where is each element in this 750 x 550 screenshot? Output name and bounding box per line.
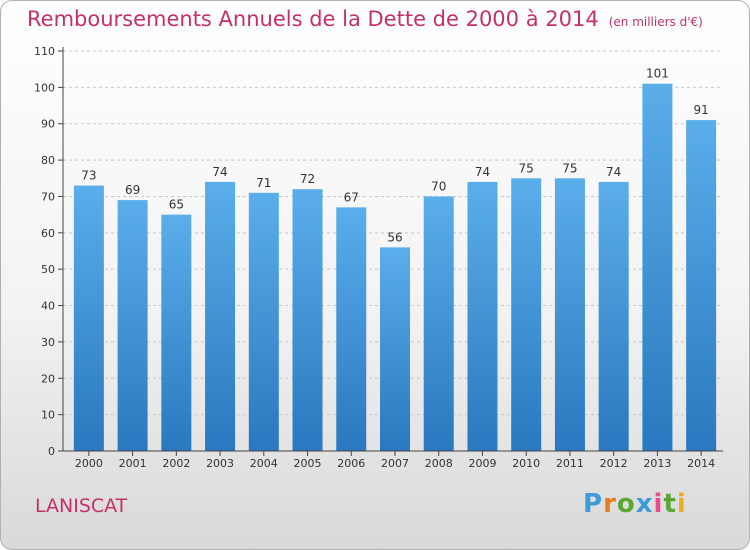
x-tick-label: 2007 xyxy=(381,457,409,470)
x-tick-label: 2001 xyxy=(119,457,147,470)
bar-value-label: 74 xyxy=(606,165,621,179)
logo-letter: r xyxy=(603,489,617,519)
y-tick-label: 90 xyxy=(41,118,55,131)
chart-title-text: Remboursements Annuels de la Dette de 20… xyxy=(27,7,599,31)
bar-value-label: 74 xyxy=(475,165,490,179)
logo-letter: t xyxy=(663,489,677,519)
bar-value-label: 101 xyxy=(646,67,669,81)
bar-value-label: 69 xyxy=(125,183,140,197)
bar-value-label: 65 xyxy=(169,198,184,212)
bar-value-label: 75 xyxy=(562,161,577,175)
bar xyxy=(248,192,279,451)
x-tick-label: 2005 xyxy=(294,457,322,470)
bar-value-label: 74 xyxy=(212,165,227,179)
y-tick-label: 0 xyxy=(48,445,55,458)
logo-letter: x xyxy=(635,489,654,519)
x-tick-label: 2012 xyxy=(600,457,628,470)
bar-value-label: 67 xyxy=(344,190,359,204)
y-tick-label: 110 xyxy=(34,45,55,58)
y-tick-label: 10 xyxy=(41,409,55,422)
bar xyxy=(511,178,542,452)
bar-value-label: 72 xyxy=(300,172,315,186)
x-tick-label: 2004 xyxy=(250,457,278,470)
logo-letter: i xyxy=(676,489,687,519)
x-tick-label: 2010 xyxy=(512,457,540,470)
bar xyxy=(598,181,629,451)
chart-title: Remboursements Annuels de la Dette de 20… xyxy=(27,7,703,31)
commune-name: LANISCAT xyxy=(35,495,128,517)
y-tick-label: 30 xyxy=(41,336,55,349)
proxiti-logo[interactable]: Proxiti xyxy=(583,489,687,519)
chart-subtitle: (en milliers d'€) xyxy=(608,15,703,29)
bar-chart: 73 69 65 74 71 72 67 56 70 74 75 75 74 101 91 0 10 20 30 4… xyxy=(34,45,723,470)
y-tick-label: 80 xyxy=(41,154,55,167)
bar-value-label: 56 xyxy=(387,230,402,244)
x-tick-label: 2003 xyxy=(206,457,234,470)
x-tick-label: 2002 xyxy=(162,457,190,470)
x-tick-label: 2011 xyxy=(556,457,584,470)
x-tick-label: 2014 xyxy=(687,457,715,470)
bar xyxy=(554,178,585,452)
bar-value-label: 73 xyxy=(81,169,96,183)
bar xyxy=(380,247,410,451)
bar xyxy=(117,200,148,451)
bar xyxy=(423,196,454,451)
x-tick-label: 2013 xyxy=(643,457,671,470)
y-tick-label: 100 xyxy=(34,81,55,94)
bar xyxy=(642,83,673,452)
x-tick-label: 2000 xyxy=(75,457,103,470)
bar-value-label: 71 xyxy=(256,176,271,190)
logo-letter: o xyxy=(616,489,636,519)
bar-value-label: 75 xyxy=(519,161,534,175)
x-tick-label: 2009 xyxy=(468,457,496,470)
bar-value-label: 70 xyxy=(431,179,446,193)
y-tick-label: 50 xyxy=(41,263,55,276)
x-tick-label: 2008 xyxy=(425,457,453,470)
y-tick-label: 20 xyxy=(41,372,55,385)
y-tick-label: 70 xyxy=(41,190,55,203)
bar xyxy=(686,120,717,451)
bar xyxy=(205,181,236,451)
bar-value-label: 91 xyxy=(693,103,708,117)
logo-letter: P xyxy=(583,489,604,519)
x-tick-label: 2006 xyxy=(337,457,365,470)
bar xyxy=(161,214,192,451)
bar xyxy=(73,185,104,451)
y-tick-label: 60 xyxy=(41,227,55,240)
y-tick-label: 40 xyxy=(41,300,55,313)
logo-letter: i xyxy=(653,489,664,519)
bar xyxy=(336,207,367,451)
bar xyxy=(467,181,498,451)
bar xyxy=(292,189,323,451)
